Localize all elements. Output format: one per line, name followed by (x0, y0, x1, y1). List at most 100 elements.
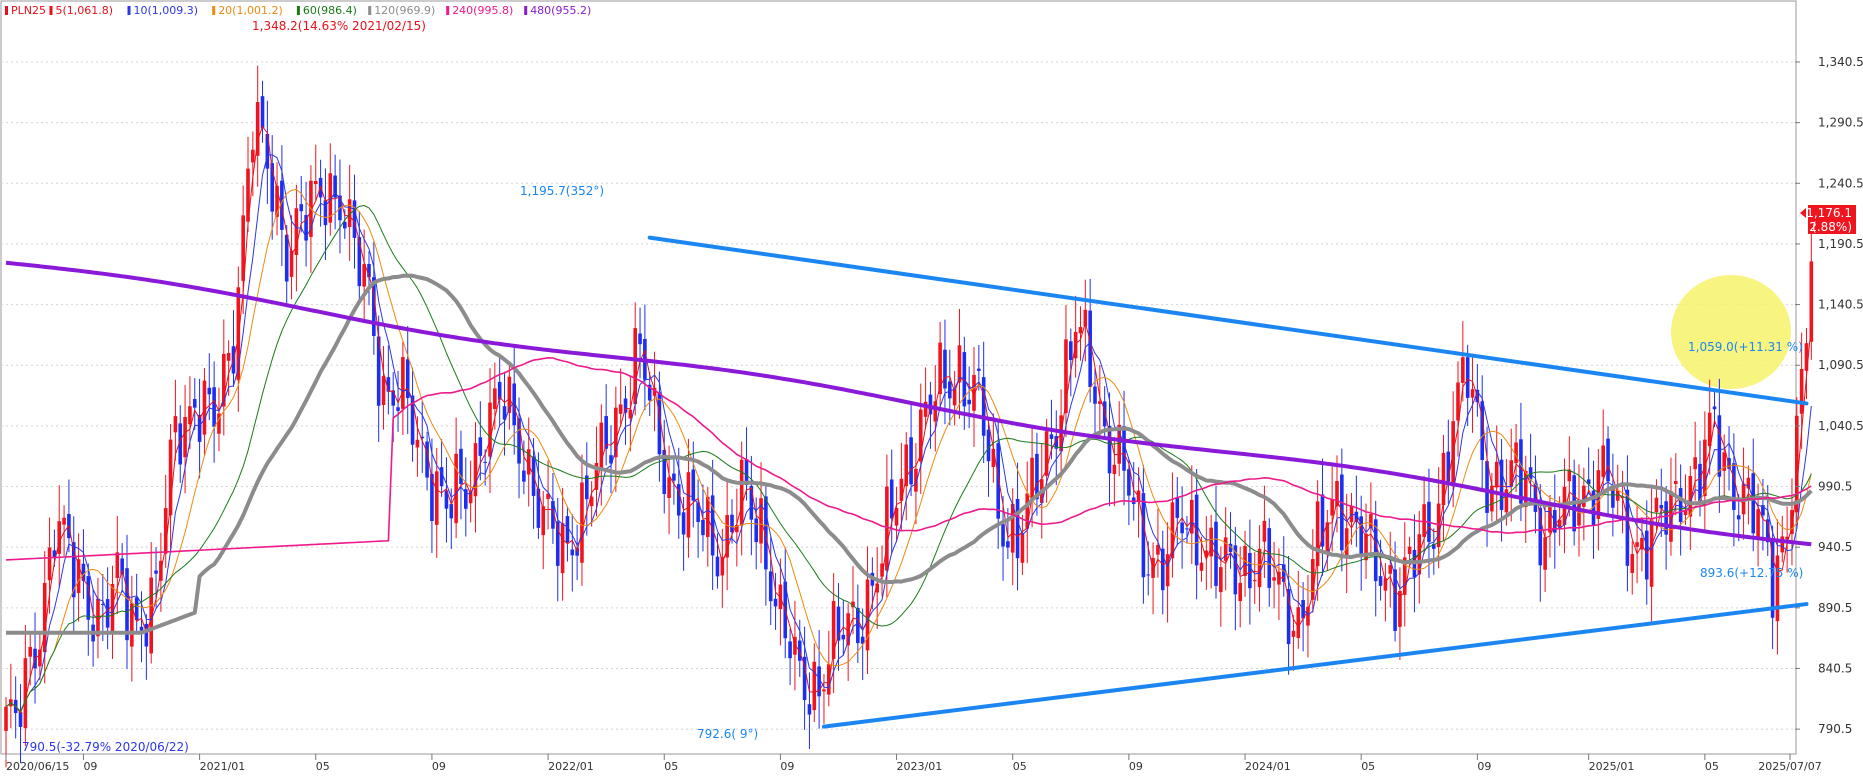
candle-body (1422, 504, 1426, 537)
candle-body (23, 658, 28, 729)
candle-body (977, 368, 981, 371)
candle-body (638, 333, 642, 345)
candle-body (488, 402, 492, 457)
candle-body (1514, 442, 1518, 464)
candle-body (628, 409, 633, 419)
current-price-box (1808, 205, 1856, 234)
candle-body (1509, 460, 1514, 487)
candle-body (599, 422, 604, 470)
candle-body (1485, 461, 1489, 513)
candle-body (294, 208, 299, 256)
candle-body (1286, 589, 1291, 645)
candle-body (706, 496, 710, 537)
x-tick-label: 09 (1129, 760, 1143, 773)
candle-body (439, 467, 444, 487)
x-tick-label: 2024/01 (1245, 760, 1291, 773)
candle-body (381, 376, 386, 406)
trendline-lower (821, 602, 1809, 729)
legend-swatch-icon (368, 6, 372, 15)
ma120-line (6, 273, 1813, 635)
candle-body (1674, 481, 1678, 484)
candle-body (280, 180, 284, 230)
candle-body (633, 328, 637, 405)
candle-body (1799, 368, 1804, 414)
candle-body (817, 666, 821, 697)
candle-body (1064, 339, 1068, 414)
candle-body (1649, 519, 1654, 587)
candle-body (594, 463, 599, 490)
candle-body (686, 472, 691, 538)
candle-body (1223, 537, 1228, 561)
candle-body (42, 582, 47, 653)
candle-body (1732, 463, 1736, 510)
candle-body (105, 599, 110, 628)
candle-body (1780, 536, 1785, 553)
current-price-change: 2.88%) (1809, 220, 1852, 234)
peak-annotation: 1,195.7(352°) (520, 184, 604, 198)
x-tick-label: 2023/01 (897, 760, 943, 773)
x-tick-label: 09 (432, 760, 446, 773)
y-tick-label: 940.5 (1818, 540, 1852, 554)
candle-body (604, 416, 608, 449)
candle-body (1461, 357, 1465, 383)
candle-body (1683, 509, 1688, 516)
candle-body (1373, 519, 1378, 582)
candle-body (1272, 577, 1276, 581)
candle-body (18, 712, 23, 727)
candle-body (981, 377, 986, 436)
candle-body (793, 636, 797, 655)
candle-body (1146, 574, 1151, 576)
candle-body (1567, 469, 1572, 482)
candle-body (1199, 562, 1204, 571)
legend-item: PLN25 (11, 4, 46, 17)
x-tick-label: 2025/07/07 (1758, 760, 1821, 773)
candle-body (362, 264, 366, 287)
candle-body (585, 475, 589, 500)
x-tick-label: 2021/01 (200, 760, 246, 773)
candle-body (725, 515, 729, 558)
candle-body (1591, 490, 1596, 526)
candle-body (739, 459, 744, 526)
legend-swatch-icon (5, 6, 8, 15)
trendlines (647, 235, 1809, 729)
candle-body (444, 490, 449, 509)
candle-body (555, 521, 560, 566)
y-tick-label: 790.5 (1818, 722, 1852, 736)
current-price-arrow-icon (1800, 208, 1806, 218)
candle-body (749, 485, 754, 520)
candle-body (1606, 438, 1610, 482)
legend-swatch-icon (296, 6, 300, 15)
candle-body (512, 383, 516, 426)
candle-body (401, 357, 405, 409)
candle-body (323, 200, 328, 226)
candle-body (502, 406, 507, 420)
candle-body (1480, 401, 1484, 460)
candle-body (1112, 464, 1117, 475)
candle-body (1538, 507, 1543, 566)
candle-body (1214, 521, 1218, 586)
candle-body (420, 436, 425, 439)
highlight-layer (1671, 275, 1791, 389)
candle-body (120, 558, 124, 575)
candle-body (1078, 327, 1083, 334)
candle-body (343, 221, 347, 229)
candle-body (1582, 485, 1586, 507)
candle-body (299, 204, 304, 212)
candle-body (396, 407, 400, 411)
candle-body (1165, 554, 1170, 587)
candle-body (28, 646, 32, 657)
candle-body (1717, 415, 1722, 477)
candle-body (1446, 451, 1451, 482)
candle-body (1209, 527, 1213, 557)
x-tick-label: 09 (780, 760, 794, 773)
current-price-marker: 1,176.1 ( 2.88%) (1800, 205, 1856, 234)
candle-body (1233, 545, 1238, 595)
current-price-change-open: ( (1812, 220, 1817, 234)
candle-body (178, 423, 183, 465)
y-tick-label: 990.5 (1818, 480, 1852, 494)
candle-body (899, 478, 904, 501)
candle-body (880, 563, 884, 577)
candle-body (1006, 541, 1010, 548)
